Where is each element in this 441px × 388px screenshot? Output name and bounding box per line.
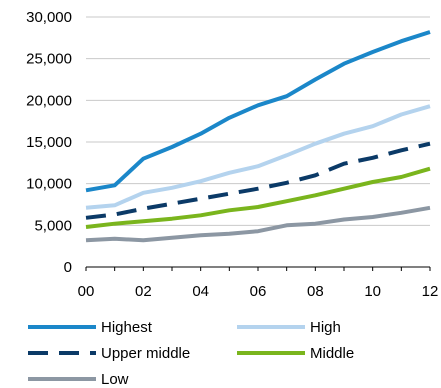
- legend-label: Upper middle: [101, 345, 190, 362]
- gridlines: [86, 16, 430, 226]
- legend-item-highest: Highest: [28, 319, 153, 336]
- y-axis-tick-labels: 0 5,000 10,000 15,000 20,000 25,000 30,000: [26, 9, 72, 276]
- series-lines: [85, 30, 431, 243]
- legend: Highest High Upper middle Middle Low: [28, 319, 354, 388]
- x-axis: 00 02 04 06 08 10 12: [78, 266, 439, 300]
- legend-item-high: High: [237, 319, 341, 336]
- legend-label: Highest: [101, 319, 153, 336]
- x-tick-label: 00: [78, 283, 95, 300]
- legend-item-low: Low: [28, 371, 129, 388]
- y-tick-label: 0: [64, 259, 72, 276]
- x-tick-label: 04: [192, 283, 209, 300]
- legend-label: High: [310, 319, 341, 336]
- y-tick-label: 5,000: [34, 217, 72, 234]
- series-line-middle: [85, 166, 431, 229]
- y-tick-label: 15,000: [26, 134, 72, 151]
- legend-item-middle: Middle: [237, 345, 354, 362]
- series-line-low: [85, 205, 431, 243]
- legend-label: Middle: [310, 345, 354, 362]
- x-tick-label: 08: [307, 283, 324, 300]
- x-tick-label: 02: [135, 283, 152, 300]
- y-tick-label: 20,000: [26, 92, 72, 109]
- y-tick-label: 25,000: [26, 51, 72, 68]
- y-tick-label: 10,000: [26, 176, 72, 193]
- series-line-upper-middle: [85, 141, 431, 220]
- series-line-highest: [85, 30, 431, 193]
- legend-label: Low: [101, 371, 129, 388]
- x-tick-label: 06: [250, 283, 267, 300]
- y-tick-label: 30,000: [26, 9, 72, 26]
- x-tick-label: 12: [422, 283, 439, 300]
- series-line-high: [85, 104, 431, 210]
- x-tick-label: 10: [364, 283, 381, 300]
- legend-item-upper-middle: Upper middle: [28, 345, 190, 362]
